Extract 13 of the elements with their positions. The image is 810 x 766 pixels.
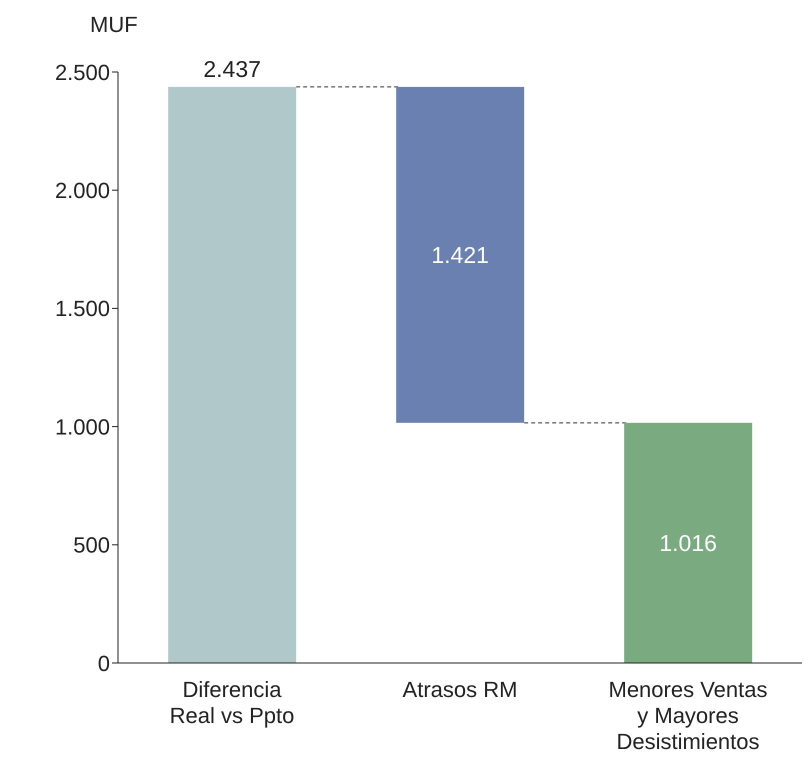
y-tick-label: 2.500 bbox=[54, 60, 110, 85]
data-label: 1.016 bbox=[659, 530, 717, 556]
y-tick-label: 0 bbox=[98, 650, 110, 676]
data-label: 2.437 bbox=[203, 56, 261, 82]
x-tick-label: Diferencia Real vs Ppto bbox=[170, 677, 294, 728]
y-tick-label: 2.000 bbox=[54, 178, 110, 204]
y-tick-label: 1.500 bbox=[54, 296, 110, 322]
x-tick-label: Atrasos RM bbox=[402, 677, 518, 702]
y-tick-label: 500 bbox=[73, 532, 110, 558]
y-axis-title: MUF bbox=[90, 12, 138, 38]
x-tick-label: Menores Ventas y Mayores Desistimientos bbox=[608, 677, 768, 754]
data-label: 1.421 bbox=[431, 242, 489, 268]
y-tick-label: 1.000 bbox=[54, 414, 110, 440]
